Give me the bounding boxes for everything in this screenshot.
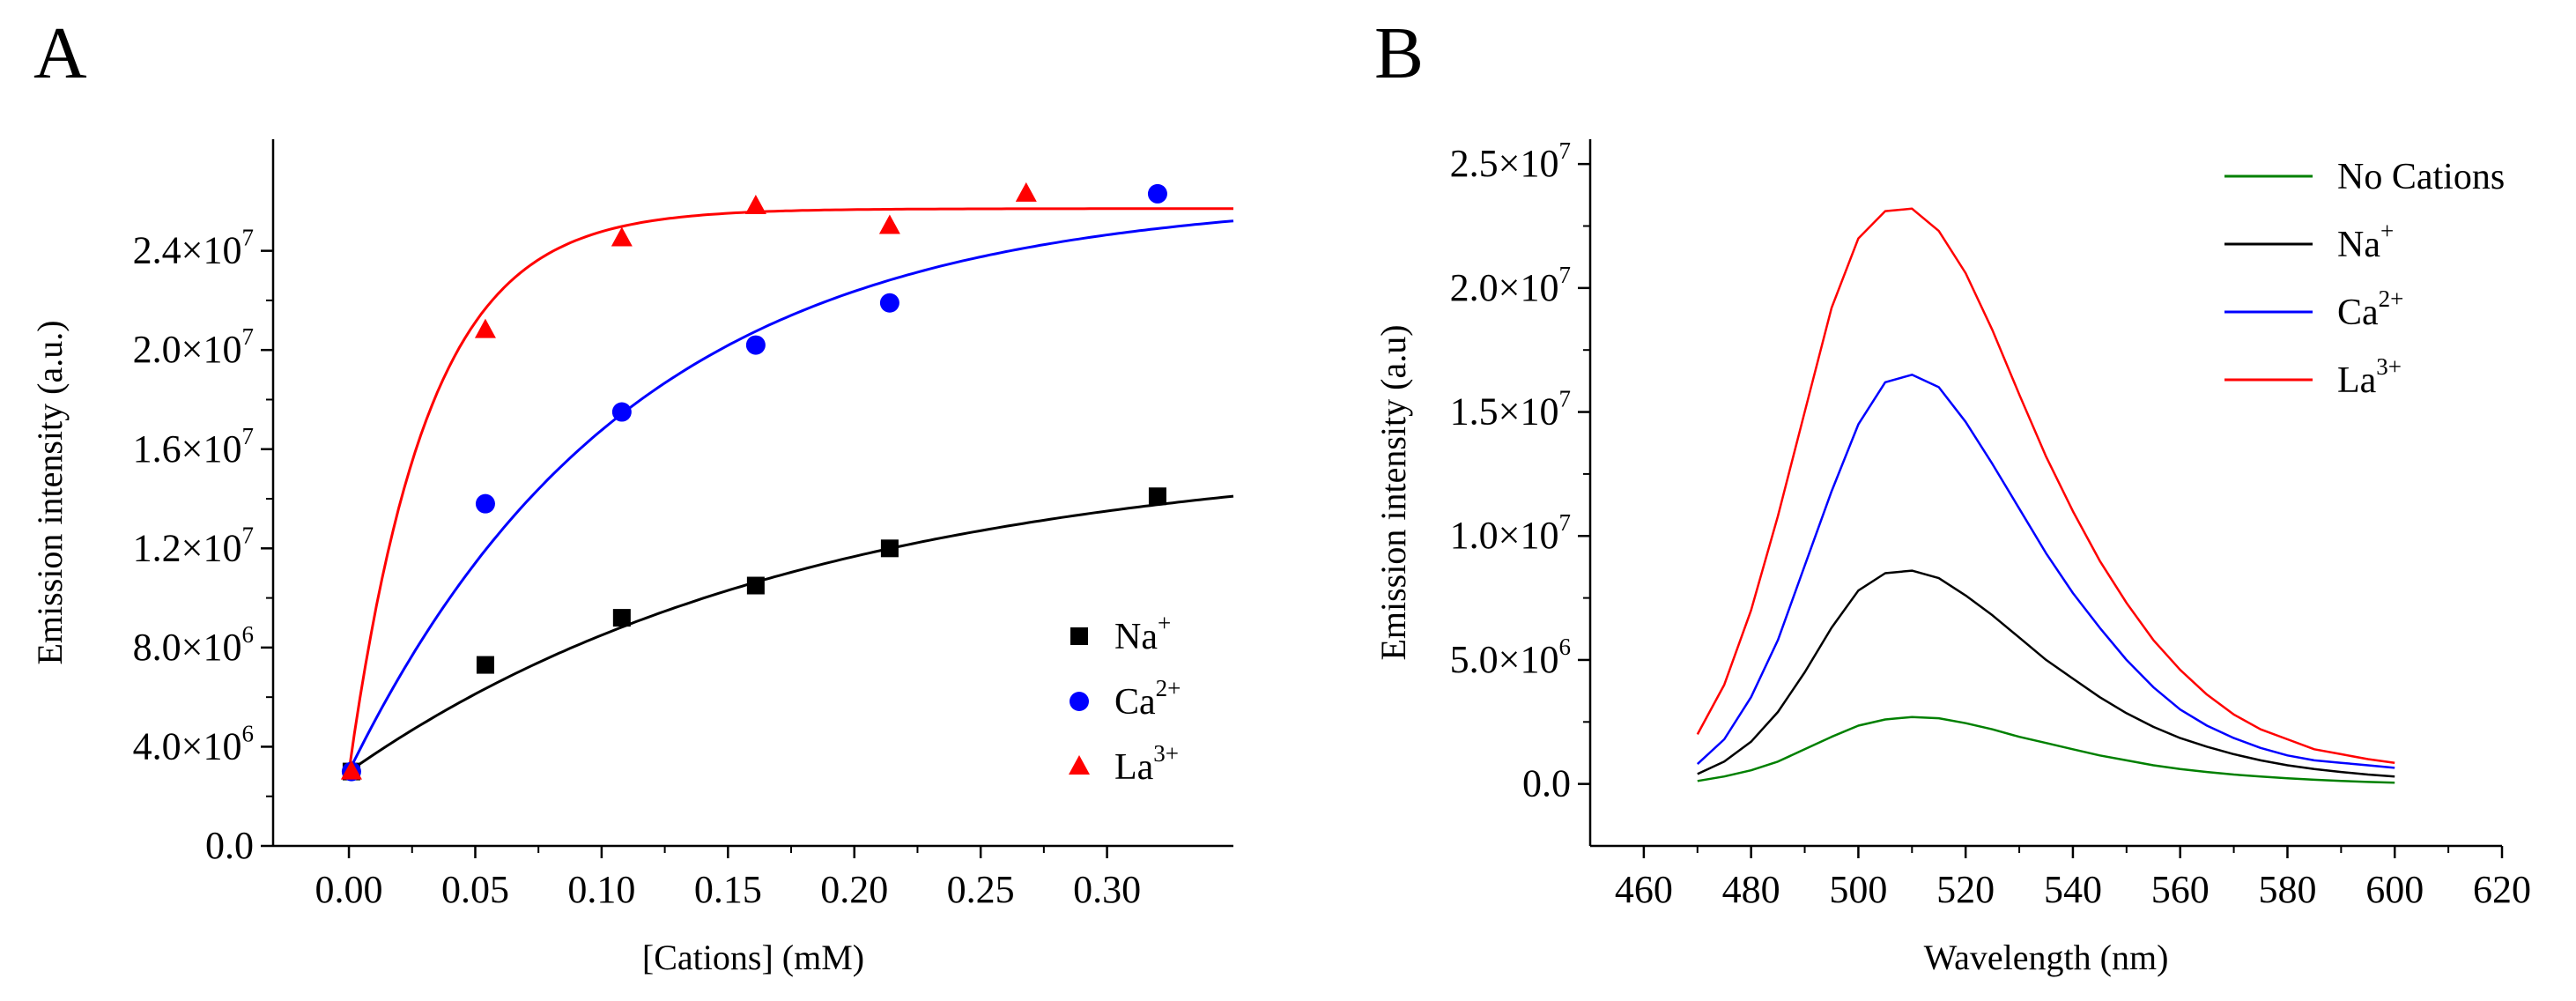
data-point-na <box>612 609 631 627</box>
data-point-na <box>880 539 899 558</box>
legend-label-ca: Ca2+ <box>1114 675 1181 723</box>
panel-b-y-axis-title: Emission intensity (a.u) <box>1373 324 1413 660</box>
panel-b-x-tick-label: 500 <box>1829 868 1887 911</box>
data-point-na <box>476 656 494 674</box>
panel-b-x-tick-label: 540 <box>2044 868 2102 911</box>
panel-a-y-tick-label: 1.2×107 <box>133 522 254 569</box>
panel-a-y-axis-title: Emission intensity (a.u.) <box>30 320 70 664</box>
panel-b-y-tick-label: 1.5×107 <box>1450 386 1571 434</box>
data-point-la <box>744 194 766 214</box>
panel-b-y-tick-label: 0.0 <box>1522 762 1571 805</box>
legend-marker-la <box>1069 755 1090 775</box>
panel-b-x-tick-label: 520 <box>1936 868 1995 911</box>
panel-a-x-tick-label: 0.15 <box>694 868 762 911</box>
data-point-na <box>1148 487 1166 506</box>
legend-marker-na <box>1070 627 1088 645</box>
panel-b-y-tick-label: 1.0×107 <box>1450 509 1571 557</box>
panel-a-x-tick-label: 0.30 <box>1073 868 1141 911</box>
panel-b-label: B <box>1374 12 1424 94</box>
fit-curve-ca <box>347 219 1234 773</box>
spectrum-line-no-cations <box>1697 716 2395 784</box>
panel-a-x-axis-title: [Cations] (mM) <box>642 938 864 977</box>
panel-b-x-tick-label: 580 <box>2258 868 2316 911</box>
panel-a-y-tick-label: 0.0 <box>205 824 254 867</box>
panel-a-y-tick-label: 4.0×106 <box>133 720 254 767</box>
data-point-la <box>878 214 900 234</box>
panel-a-y-tick-label: 2.0×107 <box>133 323 254 371</box>
spectrum-line-na <box>1697 569 2395 778</box>
panel-a-x-tick-label: 0.25 <box>947 868 1015 911</box>
spectrum-line-la <box>1696 207 2395 764</box>
data-point-la <box>474 318 496 338</box>
legend-marker-ca <box>1070 692 1089 711</box>
panel-a-x-tick-label: 0.00 <box>315 868 383 911</box>
data-point-ca <box>611 402 632 422</box>
legend-label-na: Na+ <box>1114 610 1171 657</box>
legend-label-la: La3+ <box>1114 740 1179 788</box>
fit-curve-na <box>348 494 1234 773</box>
data-point-la <box>1015 182 1037 202</box>
fit-curve-la <box>347 207 1233 772</box>
panel-a-x-tick-label: 0.05 <box>441 868 509 911</box>
panel-a-y-tick-label: 2.4×107 <box>133 225 254 272</box>
panel-b-y-tick-label: 5.0×106 <box>1450 634 1571 681</box>
legend-label-no-cations: No Cations <box>2337 157 2505 197</box>
panel-a-x-tick-label: 0.20 <box>820 868 888 911</box>
panel-b-x-tick-label: 460 <box>1615 868 1673 911</box>
panel-a-y-tick-label: 1.6×107 <box>133 423 254 471</box>
panel-b-chart: 460 480 500 520 540 560 580 600 620 0.0 5.0×106 1.0… <box>1373 137 2531 977</box>
data-point-ca <box>879 293 899 313</box>
data-point-la <box>611 226 633 247</box>
panel-b-x-tick-label: 560 <box>2151 868 2210 911</box>
panel-b-x-tick-label: 620 <box>2473 868 2531 911</box>
panel-b-x-tick-label: 480 <box>1722 868 1780 911</box>
panel-b-x-axis-title: Wavelength (nm) <box>1924 938 2169 977</box>
panel-a-label: A <box>33 12 87 94</box>
legend-label-la: La3+ <box>2337 353 2402 401</box>
legend-label-na: Na+ <box>2337 218 2394 265</box>
legend-label-ca: Ca2+ <box>2337 285 2403 333</box>
data-point-ca <box>1147 183 1167 204</box>
panel-a-y-tick-label: 8.0×106 <box>133 621 254 669</box>
panel-b-x-tick-label: 600 <box>2365 868 2424 911</box>
panel-a-x-tick-label: 0.10 <box>567 868 635 911</box>
data-point-na <box>746 576 765 595</box>
data-point-ca <box>475 493 495 514</box>
panel-b-y-tick-label: 2.5×107 <box>1450 137 1571 185</box>
panel-a-chart: 0.00 0.05 0.10 0.15 0.20 0.25 0.30 0.0 4.0×106 8.… <box>30 139 1234 977</box>
panel-b-y-tick-label: 2.0×107 <box>1450 262 1571 309</box>
data-point-ca <box>745 335 766 355</box>
data-point-la <box>340 760 362 780</box>
spectrum-line-ca <box>1696 374 2395 769</box>
